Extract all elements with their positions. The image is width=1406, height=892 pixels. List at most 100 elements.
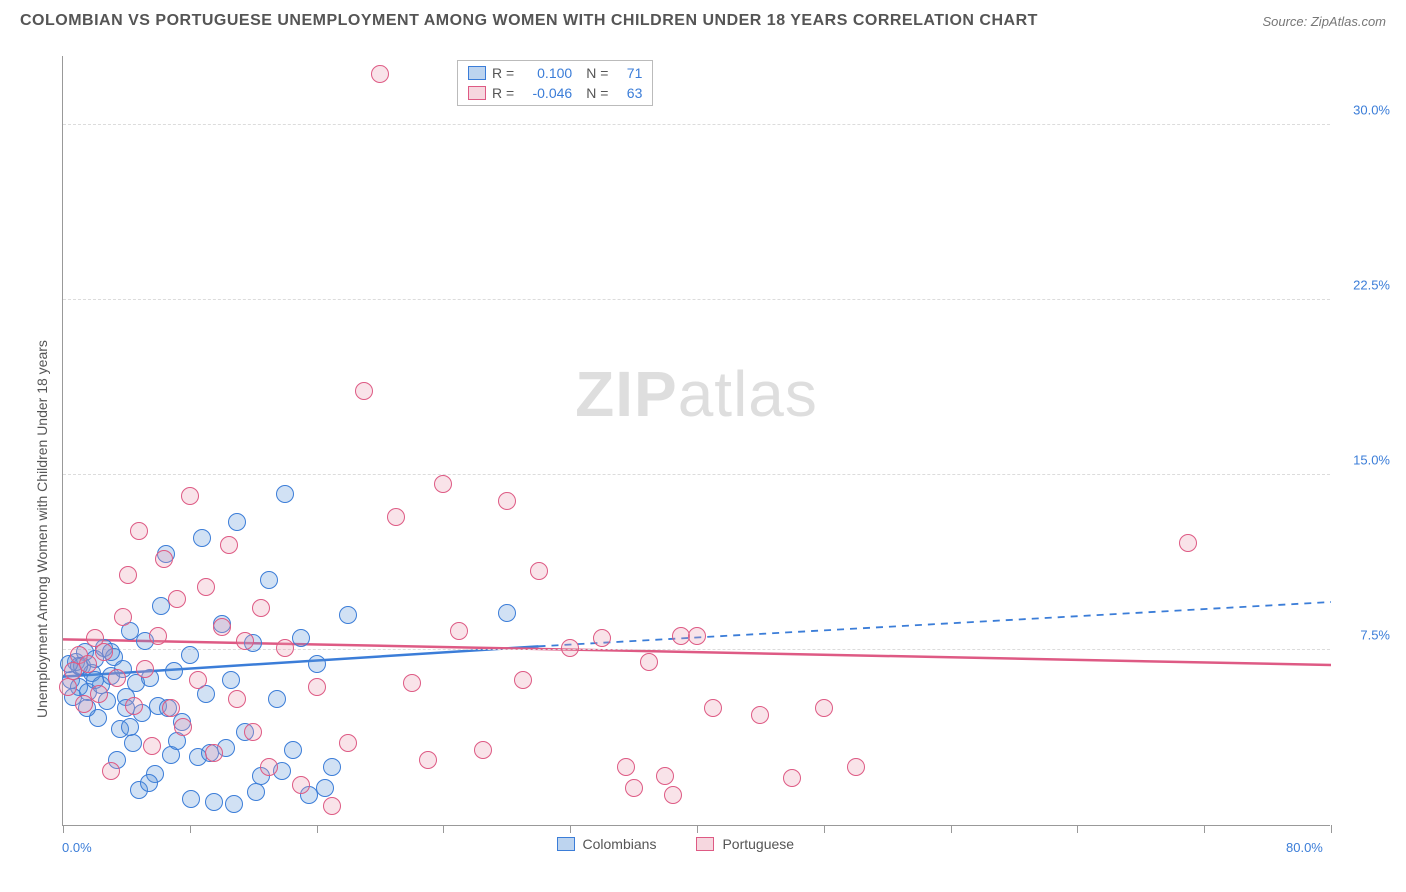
data-point [162, 699, 180, 717]
x-tick [824, 825, 825, 833]
legend-label: Colombians [583, 836, 657, 852]
stats-row: R = 0.100 N = 71 [458, 63, 652, 83]
data-point [1179, 534, 1197, 552]
data-point [252, 599, 270, 617]
data-point [143, 737, 161, 755]
data-point [593, 629, 611, 647]
legend-label: Portuguese [722, 836, 794, 852]
x-tick [1077, 825, 1078, 833]
data-point [268, 690, 286, 708]
data-point [236, 632, 254, 650]
legend-swatch [468, 66, 486, 80]
data-point [371, 65, 389, 83]
data-point [165, 662, 183, 680]
stats-r-label: R = [492, 85, 514, 101]
y-tick-label: 7.5% [1360, 628, 1390, 643]
data-point [704, 699, 722, 717]
chart-container: COLOMBIAN VS PORTUGUESE UNEMPLOYMENT AMO… [0, 0, 1406, 892]
data-point [656, 767, 674, 785]
data-point [625, 779, 643, 797]
x-tick [317, 825, 318, 833]
legend-item: Portuguese [696, 836, 794, 852]
stats-n-label: N = [586, 85, 608, 101]
data-point [149, 627, 167, 645]
data-point [260, 571, 278, 589]
data-point [276, 485, 294, 503]
data-point [228, 513, 246, 531]
data-point [130, 522, 148, 540]
data-point [316, 779, 334, 797]
watermark: ZIPatlas [575, 357, 818, 431]
y-tick-label: 22.5% [1353, 278, 1390, 293]
trend-line-solid [63, 646, 539, 676]
data-point [197, 578, 215, 596]
data-point [419, 751, 437, 769]
data-point [124, 734, 142, 752]
data-point [247, 783, 265, 801]
data-point [284, 741, 302, 759]
data-point [181, 646, 199, 664]
data-point [168, 590, 186, 608]
data-point [193, 529, 211, 547]
data-point [222, 671, 240, 689]
plot-area: ZIPatlas 7.5%15.0%22.5%30.0% [62, 56, 1330, 826]
data-point [114, 608, 132, 626]
data-point [434, 475, 452, 493]
data-point [387, 508, 405, 526]
stats-r-value: 0.100 [520, 65, 572, 81]
x-tick [1331, 825, 1332, 833]
legend-swatch [557, 837, 575, 851]
x-axis-max-label: 80.0% [1286, 840, 1323, 855]
stats-n-value: 71 [614, 65, 642, 81]
y-tick-label: 30.0% [1353, 103, 1390, 118]
source-attribution: Source: ZipAtlas.com [1262, 14, 1386, 29]
data-point [260, 758, 278, 776]
data-point [102, 762, 120, 780]
title-bar: COLOMBIAN VS PORTUGUESE UNEMPLOYMENT AMO… [0, 0, 1406, 38]
stats-r-label: R = [492, 65, 514, 81]
gridline [63, 299, 1330, 300]
y-tick-label: 15.0% [1353, 453, 1390, 468]
data-point [292, 629, 310, 647]
data-point [498, 604, 516, 622]
data-point [640, 653, 658, 671]
data-point [174, 718, 192, 736]
data-point [403, 674, 421, 692]
data-point [155, 550, 173, 568]
x-tick [951, 825, 952, 833]
data-point [815, 699, 833, 717]
gridline [63, 124, 1330, 125]
data-point [59, 678, 77, 696]
data-point [308, 655, 326, 673]
data-point [136, 660, 154, 678]
data-point [292, 776, 310, 794]
data-point [323, 758, 341, 776]
stats-legend: R =0.100N =71R =-0.046N =63 [457, 60, 653, 106]
data-point [244, 723, 262, 741]
x-axis-min-label: 0.0% [62, 840, 92, 855]
data-point [225, 795, 243, 813]
data-point [228, 690, 246, 708]
data-point [205, 793, 223, 811]
data-point [108, 669, 126, 687]
stats-r-value: -0.046 [520, 85, 572, 101]
data-point [323, 797, 341, 815]
legend-swatch [468, 86, 486, 100]
data-point [125, 697, 143, 715]
x-tick [697, 825, 698, 833]
trend-line-dashed [539, 602, 1332, 646]
data-point [664, 786, 682, 804]
data-point [119, 566, 137, 584]
series-legend: Colombians Portuguese [557, 836, 795, 852]
data-point [474, 741, 492, 759]
data-point [339, 606, 357, 624]
data-point [498, 492, 516, 510]
data-point [79, 655, 97, 673]
data-point [220, 536, 238, 554]
x-tick [443, 825, 444, 833]
stats-n-label: N = [586, 65, 608, 81]
data-point [276, 639, 294, 657]
data-point [308, 678, 326, 696]
chart-title: COLOMBIAN VS PORTUGUESE UNEMPLOYMENT AMO… [20, 12, 1038, 30]
trend-lines [63, 56, 1331, 826]
